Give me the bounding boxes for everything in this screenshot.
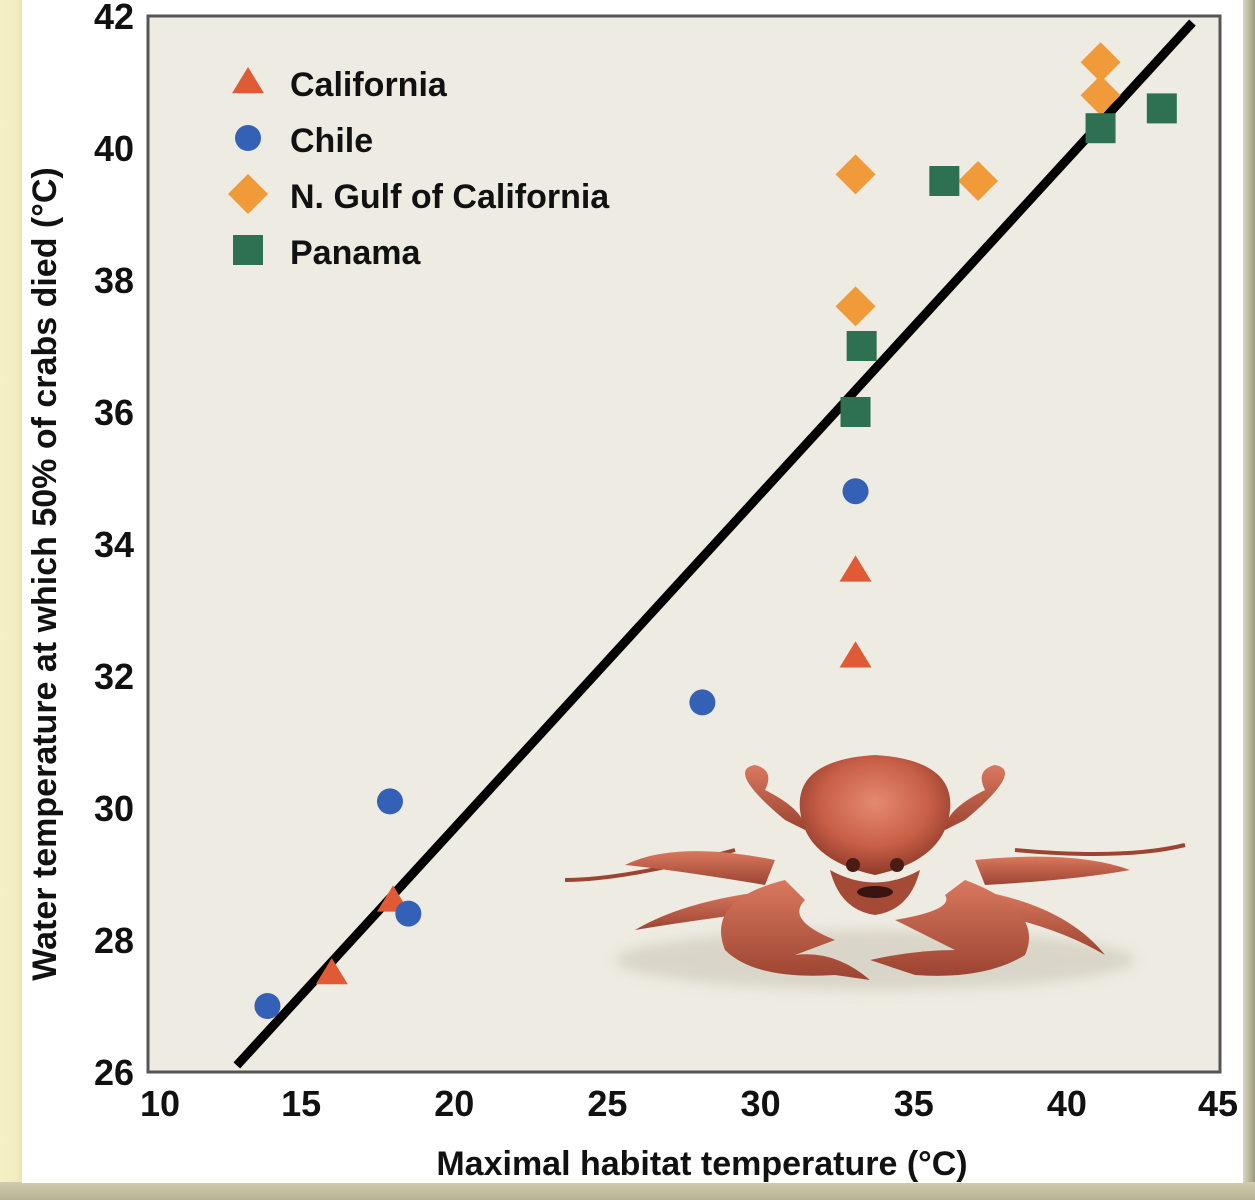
- y-tick-label: 26: [94, 1052, 134, 1093]
- data-point-panama: [1146, 93, 1177, 124]
- page-bottom-shadow: [0, 1182, 1255, 1200]
- crab-illustration: [564, 755, 1186, 990]
- x-tick-label: 10: [140, 1083, 180, 1124]
- legend-label: Panama: [290, 234, 421, 272]
- y-tick-label: 32: [94, 656, 134, 697]
- y-tick-label: 36: [94, 392, 134, 433]
- x-tick-label: 30: [741, 1083, 781, 1124]
- y-tick-label: 40: [94, 128, 134, 169]
- legend-item-chile: Chile: [235, 122, 373, 160]
- legend-item-california: California: [232, 66, 448, 104]
- y-tick-label: 42: [94, 0, 134, 37]
- legend-label: California: [290, 66, 448, 104]
- legend-marker-california-icon: [232, 67, 264, 94]
- data-point-n-gulf-of-california: [1080, 42, 1121, 83]
- y-tick-label: 28: [94, 920, 134, 961]
- data-point-panama: [1085, 113, 1116, 144]
- data-point-chile: [842, 478, 869, 505]
- x-tick-label: 25: [587, 1083, 627, 1124]
- legend-item-panama: Panama: [233, 234, 421, 272]
- x-tick-label: 40: [1047, 1083, 1087, 1124]
- data-point-n-gulf-of-california: [1080, 75, 1121, 116]
- y-tick-label: 30: [94, 788, 134, 829]
- page-left-strip: [0, 0, 22, 1200]
- y-axis-title: Water temperature at which 50% of crabs …: [26, 167, 64, 980]
- x-axis-title: Maximal habitat temperature (°C): [436, 1145, 967, 1183]
- data-point-california: [315, 958, 348, 985]
- x-tick-label: 20: [434, 1083, 474, 1124]
- data-point-chile: [395, 900, 422, 927]
- x-axis-ticks: 10 15 20 25 30 35 40 45: [140, 1083, 1238, 1124]
- y-axis-ticks: 26 28 30 32 34 36 38 40 42: [94, 0, 134, 1093]
- page-right-shadow: [1243, 0, 1255, 1200]
- data-point-n-gulf-of-california: [835, 286, 876, 327]
- legend-label: Chile: [290, 122, 373, 160]
- data-point-california: [839, 641, 872, 668]
- legend-label: N. Gulf of California: [290, 178, 610, 216]
- legend-marker-panama-icon: [233, 235, 263, 265]
- data-point-chile: [376, 788, 403, 815]
- legend: California Chile N. Gulf of California Pana…: [228, 66, 610, 272]
- legend-item-n-gulf-of-california: N. Gulf of California: [228, 174, 610, 216]
- data-point-chile: [689, 689, 716, 716]
- legend-marker-chile-icon: [235, 125, 261, 151]
- data-point-n-gulf-of-california: [958, 161, 999, 201]
- data-point-panama: [846, 331, 877, 361]
- data-point-panama: [840, 397, 871, 427]
- data-point-california: [839, 555, 872, 582]
- y-tick-label: 38: [94, 260, 134, 301]
- legend-marker-n-gulf-of-california-icon: [228, 174, 268, 214]
- x-tick-label: 15: [281, 1083, 321, 1124]
- data-point-chile: [254, 993, 281, 1019]
- data-points: [254, 42, 1177, 1019]
- y-tick-label: 34: [94, 524, 134, 565]
- x-tick-label: 45: [1198, 1083, 1238, 1124]
- data-point-panama: [929, 166, 960, 196]
- data-point-n-gulf-of-california: [835, 154, 876, 195]
- x-tick-label: 35: [894, 1083, 934, 1124]
